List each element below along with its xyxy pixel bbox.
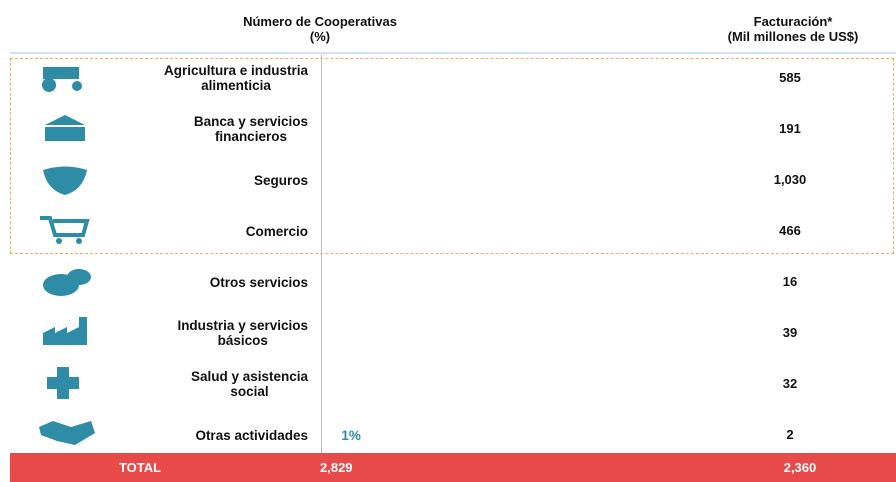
cart-wheel [56,238,62,244]
category-label: Industria y servicios básicos [177,318,308,348]
revenue-value: 1,030 [773,172,807,187]
category-row: Seguros [48,160,308,200]
bar-value-label: 4% [332,376,353,392]
tractor-icon [43,67,79,79]
category-label: Seguros [253,172,308,188]
category-label: Otros servicios [209,274,308,290]
category-row: Industria y servicios básicos [48,313,308,353]
category-label: Banca y servicios financieros [193,114,308,144]
total-revenue: 2,360 [783,460,817,475]
category-label: Salud y asistencia social [190,369,308,399]
bar-value-label: 7% [366,274,387,290]
category-row: Otras actividades [48,415,308,455]
chat-icon [67,269,91,285]
revenue-value: 32 [782,376,798,391]
shield-icon [43,166,87,195]
revenue-value: 39 [782,325,798,340]
bar-value-label: 16% [461,223,489,239]
revenue-value: 2 [786,427,794,442]
tractor-wheel [72,81,82,91]
baseline [321,55,322,453]
total-label: TOTAL [118,460,162,475]
bar-value-label: 19% [495,172,523,188]
icons [39,67,95,445]
bar-value-label: 5% [344,325,364,341]
total-bar [10,453,896,482]
health-icon [47,367,79,399]
total-count: 2,829 [320,460,353,475]
category-label: Otras actividades [195,427,308,443]
bar-value-label: 27% [585,70,613,86]
bank-icon [45,115,85,125]
revenue-value: 16 [782,274,798,289]
tractor-wheel [42,78,56,92]
revenue-value: 585 [779,70,801,85]
factory-icon [43,317,87,345]
category-row: Salud y asistencia social [48,364,308,404]
bar-header: Número de Cooperativas (%) [243,14,397,44]
highlight-box [10,58,894,254]
cart-icon [40,216,90,237]
bar-value-label: 21% [517,121,545,137]
category-row: Banca y servicios financieros [48,109,308,149]
revenue-value: 191 [779,121,801,136]
cart-wheel [76,238,82,244]
handshake-icon [39,421,95,445]
revenue-header: Facturación* (Mil millones de US$) [727,14,859,44]
category-label: Agricultura e industria alimenticia [163,63,308,93]
category-label: Comercio [245,223,308,239]
revenue-value: 466 [779,223,801,238]
category-row: Otros servicios [48,262,308,302]
category-row: Agricultura e industria alimenticia [48,58,308,98]
bank-icon [45,127,85,141]
bar-value-label: 1% [341,427,361,443]
header-rule [10,52,896,54]
category-row: Comercio [48,211,308,251]
